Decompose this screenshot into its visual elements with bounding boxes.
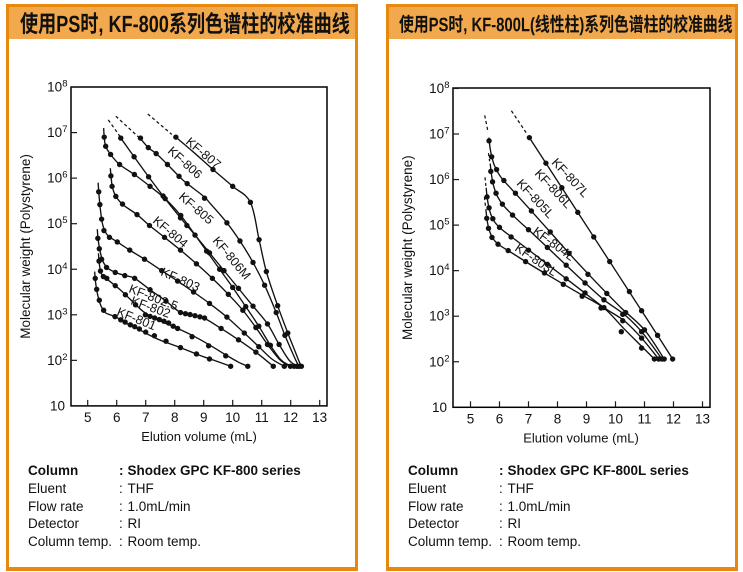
- svg-text:10: 10: [50, 398, 65, 413]
- svg-text:6: 6: [496, 411, 504, 426]
- svg-text:9: 9: [583, 411, 591, 426]
- svg-text:6: 6: [113, 410, 121, 425]
- svg-text:102: 102: [47, 352, 67, 368]
- svg-text:107: 107: [429, 126, 449, 142]
- svg-text:10: 10: [608, 411, 623, 426]
- svg-text:105: 105: [47, 215, 67, 231]
- svg-text:KF-806M: KF-806M: [210, 234, 254, 282]
- svg-text:11: 11: [255, 410, 269, 425]
- svg-text:7: 7: [142, 410, 150, 425]
- svg-text:13: 13: [695, 411, 710, 426]
- svg-text:10: 10: [225, 410, 240, 425]
- svg-text:102: 102: [429, 353, 449, 369]
- svg-text:104: 104: [47, 261, 67, 277]
- svg-text:Elution volume (mL): Elution volume (mL): [141, 429, 257, 444]
- svg-text:106: 106: [429, 171, 449, 187]
- svg-text:12: 12: [283, 410, 298, 425]
- svg-text:8: 8: [554, 411, 562, 426]
- svg-text:13: 13: [312, 410, 327, 425]
- svg-text:103: 103: [429, 308, 449, 324]
- svg-text:108: 108: [47, 79, 67, 95]
- svg-text:12: 12: [666, 411, 681, 426]
- svg-text:107: 107: [47, 124, 67, 140]
- svg-text:KF-805: KF-805: [176, 190, 216, 227]
- svg-text:Molecular weight (Polystyrene): Molecular weight (Polystyrene): [18, 154, 33, 339]
- svg-text:9: 9: [200, 410, 208, 425]
- svg-text:10: 10: [432, 400, 447, 415]
- svg-text:103: 103: [47, 306, 67, 322]
- svg-text:Molecular weight (Polystyrene): Molecular weight (Polystyrene): [400, 155, 415, 340]
- svg-text:11: 11: [637, 411, 651, 426]
- svg-text:5: 5: [467, 411, 475, 426]
- svg-text:KF-803: KF-803: [159, 265, 202, 294]
- svg-text:106: 106: [47, 170, 67, 186]
- svg-text:108: 108: [429, 80, 449, 96]
- svg-text:105: 105: [429, 217, 449, 233]
- svg-text:7: 7: [525, 411, 533, 426]
- svg-text:Elution volume (mL): Elution volume (mL): [523, 430, 639, 445]
- svg-text:104: 104: [429, 262, 449, 278]
- svg-text:5: 5: [84, 410, 92, 425]
- svg-text:8: 8: [171, 410, 179, 425]
